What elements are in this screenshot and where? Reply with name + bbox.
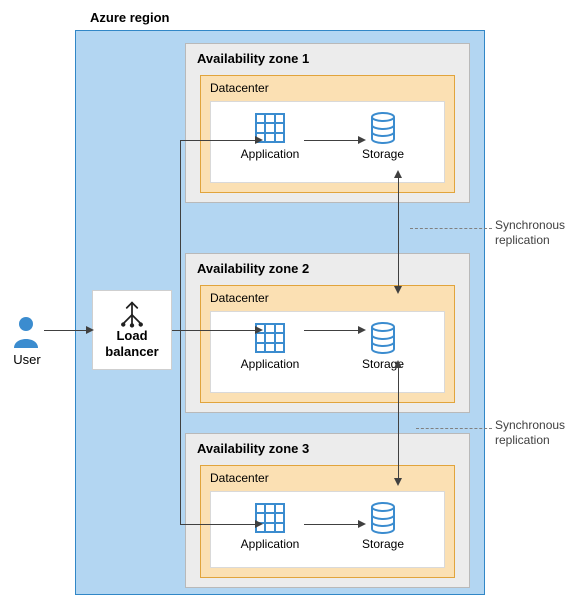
storage-icon <box>370 322 396 354</box>
arrow-head <box>394 360 402 368</box>
load-balancer-icon <box>118 300 146 328</box>
connector-line <box>172 330 180 331</box>
arrow-head <box>255 520 263 528</box>
datacenter-inner-box <box>210 311 445 393</box>
availability-zone-label: Availability zone 1 <box>197 51 309 66</box>
availability-zone-label: Availability zone 2 <box>197 261 309 276</box>
connector-line <box>304 140 360 141</box>
connector-line <box>304 330 360 331</box>
connector-line <box>180 524 257 525</box>
datacenter-label: Datacenter <box>210 291 269 305</box>
storage-icon <box>370 112 396 144</box>
application-label: Application <box>235 537 305 551</box>
load-balancer-label-1: Load <box>116 328 147 344</box>
load-balancer-box: Load balancer <box>92 290 172 370</box>
datacenter-label: Datacenter <box>210 471 269 485</box>
datacenter-inner-box <box>210 101 445 183</box>
storage-icon <box>370 502 396 534</box>
connector-line <box>180 330 257 331</box>
storage-label: Storage <box>348 537 418 551</box>
datacenter-inner-box <box>210 491 445 568</box>
user-icon <box>12 316 40 348</box>
replication-label: Synchronousreplication <box>495 218 565 248</box>
connector-line <box>304 524 360 525</box>
arrow-head <box>358 326 366 334</box>
arrow-head <box>394 478 402 486</box>
user-label: User <box>10 352 44 367</box>
arrow-head <box>358 136 366 144</box>
arrow-head <box>394 170 402 178</box>
arrow-head <box>358 520 366 528</box>
connector-line <box>398 172 399 292</box>
diagram-canvas: Azure region Availability zone 1 Datacent… <box>0 0 580 608</box>
connector-line <box>180 140 181 524</box>
replication-label: Synchronousreplication <box>495 418 565 448</box>
arrow-head <box>86 326 94 334</box>
replication-dash <box>416 428 492 429</box>
application-label: Application <box>235 357 305 371</box>
connector-line <box>44 330 88 331</box>
arrow-head <box>394 286 402 294</box>
arrow-head <box>255 136 263 144</box>
storage-label: Storage <box>348 147 418 161</box>
connector-line <box>180 140 257 141</box>
connector-line <box>398 362 399 484</box>
azure-region-label: Azure region <box>90 10 169 25</box>
application-icon <box>255 503 285 533</box>
application-label: Application <box>235 147 305 161</box>
storage-label: Storage <box>348 357 418 371</box>
arrow-head <box>255 326 263 334</box>
replication-dash <box>410 228 492 229</box>
load-balancer-label-2: balancer <box>105 344 158 360</box>
datacenter-label: Datacenter <box>210 81 269 95</box>
availability-zone-label: Availability zone 3 <box>197 441 309 456</box>
